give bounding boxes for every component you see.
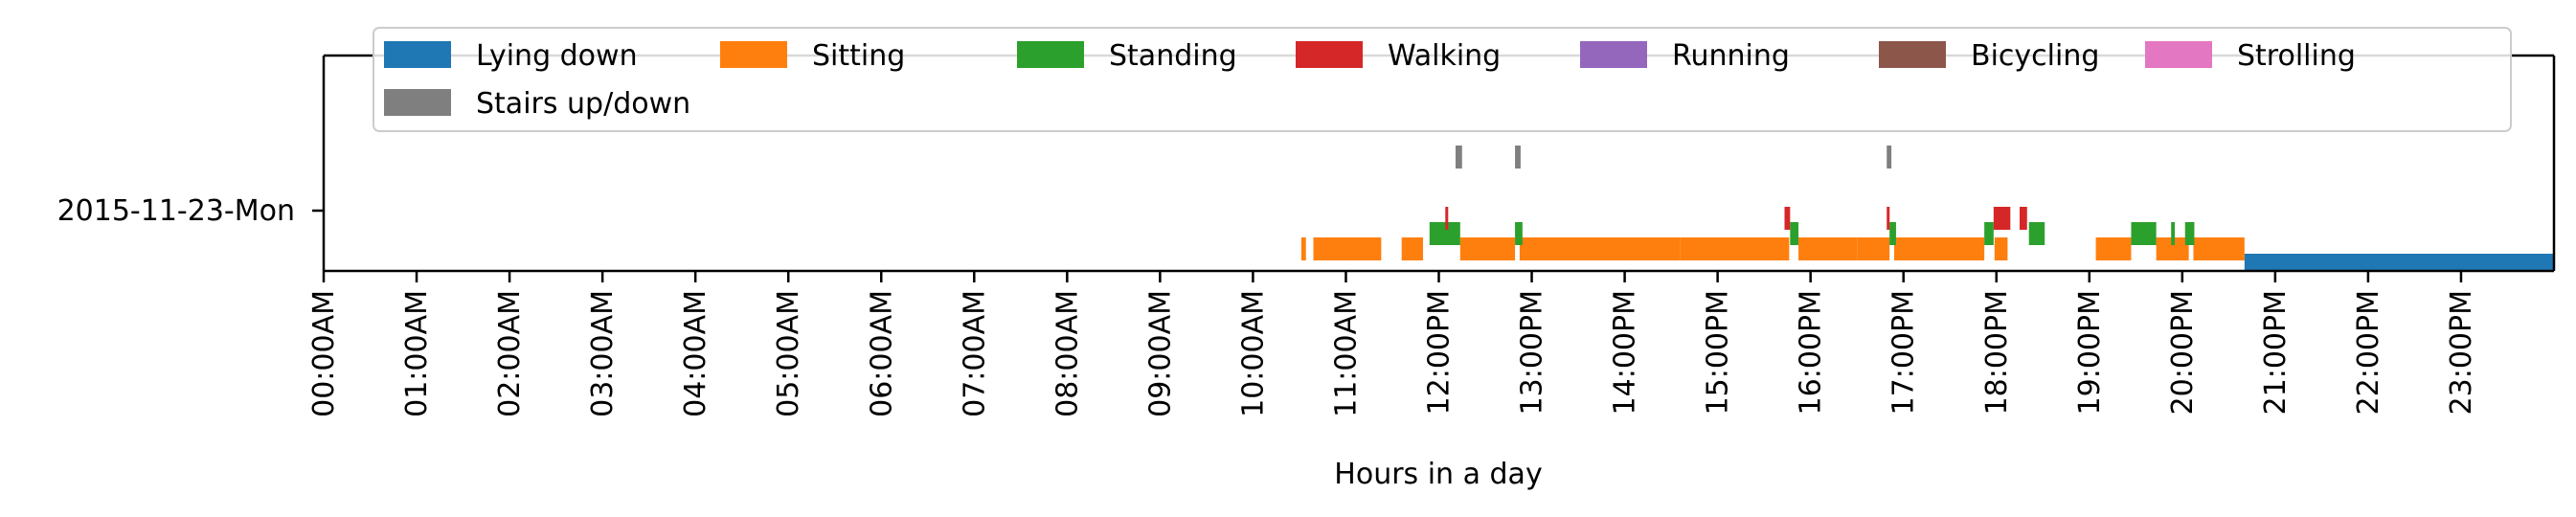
legend-swatch-sitting [720,41,787,68]
legend-label-standing: Standing [1109,39,1237,73]
x-tick-label-23: 23:00PM [2445,290,2478,415]
legend-box [373,27,2512,132]
x-tick-label-12: 12:00PM [1423,290,1457,415]
legend-swatch-strolling [2145,41,2212,68]
bar-standing-8 [2184,222,2195,245]
bar-walking-1 [1784,207,1791,230]
x-tick-label-16: 16:00PM [1795,290,1828,415]
legend-swatch-lying-down [384,41,451,68]
x-tick-label-0: 00:00AM [307,290,341,417]
x-tick-label-20: 20:00PM [2166,290,2200,415]
x-tick-label-2: 02:00AM [493,290,527,417]
legend-label-running: Running [1672,39,1790,73]
bar-sitting-8 [1894,237,1985,260]
x-tick-label-9: 09:00AM [1143,290,1177,417]
bar-sitting-0 [1300,237,1306,260]
bar-standing-6 [2131,222,2157,245]
legend-label-bicycling: Bicycling [1971,39,2099,73]
bar-lying-down-0 [2244,254,2554,271]
x-tick-label-8: 08:00AM [1051,290,1084,417]
legend-swatch-bicycling [1879,41,1946,68]
bar-sitting-1 [1313,237,1382,260]
x-tick-label-7: 07:00AM [958,290,991,417]
x-tick-label-5: 05:00AM [772,290,805,417]
legend-label-sitting: Sitting [812,39,905,73]
bar-stairs-up-down-0 [1455,146,1462,169]
x-axis-label: Hours in a day [1334,458,1542,491]
bar-stairs-up-down-1 [1515,146,1521,169]
legend-label-walking: Walking [1388,39,1501,73]
x-tick-label-13: 13:00PM [1516,290,1549,415]
legend-swatch-standing [1017,41,1084,68]
x-tick-label-15: 15:00PM [1702,290,1735,415]
bar-sitting-10 [2095,237,2132,260]
bar-sitting-5 [1680,237,1790,260]
x-tick-label-6: 06:00AM [865,290,898,417]
bar-stairs-up-down-2 [1887,146,1892,169]
x-tick-label-19: 19:00PM [2073,290,2107,415]
x-tick-label-10: 10:00AM [1236,290,1270,417]
activity-bars [1300,146,2554,271]
bar-sitting-12 [2193,237,2245,260]
bar-walking-3 [1993,207,2011,230]
x-tick-label-17: 17:00PM [1887,290,1921,415]
legend-label-strolling: Strolling [2237,39,2356,73]
bar-sitting-6 [1798,237,1858,260]
legend-swatch-running [1580,41,1647,68]
bar-standing-1 [1515,222,1523,245]
x-tick-label-1: 01:00AM [400,290,434,417]
x-tick-label-18: 18:00PM [1980,290,2014,415]
bar-standing-2 [1790,222,1799,245]
bar-standing-7 [2171,222,2176,245]
x-tick-label-14: 14:00PM [1609,290,1642,415]
bar-standing-5 [2028,222,2045,245]
x-tick-label-3: 03:00AM [586,290,620,417]
legend-swatch-stairs-up-down [384,89,451,116]
legend-label-stairs-up-down: Stairs up/down [476,87,690,121]
x-tick-label-21: 21:00PM [2259,290,2293,415]
x-tick-label-4: 04:00AM [679,290,712,417]
axes: 00:00AM 01:00AM 02:00AM 03:00AM 04:00AM 05:00… [57,54,2556,417]
x-tick-label-11: 11:00AM [1329,290,1363,417]
legend-swatch-walking [1296,41,1363,68]
bar-sitting-7 [1857,237,1890,260]
y-tick-label-0: 2015-11-23-Mon [57,194,295,228]
bar-walking-2 [1887,207,1890,230]
bar-sitting-9 [1994,237,2008,260]
x-tick-label-22: 22:00PM [2352,290,2385,415]
bar-standing-0 [1429,222,1460,245]
legend: Lying down Sitting Standing Walking Running B… [373,27,2512,132]
legend-label-lying-down: Lying down [476,39,638,73]
bar-sitting-2 [1401,237,1424,260]
bar-standing-3 [1889,222,1896,245]
bar-sitting-4 [1519,237,1681,260]
bar-standing-4 [1984,222,1994,245]
bar-sitting-3 [1459,237,1516,260]
bar-walking-4 [2020,207,2027,230]
bar-walking-0 [1445,207,1449,230]
